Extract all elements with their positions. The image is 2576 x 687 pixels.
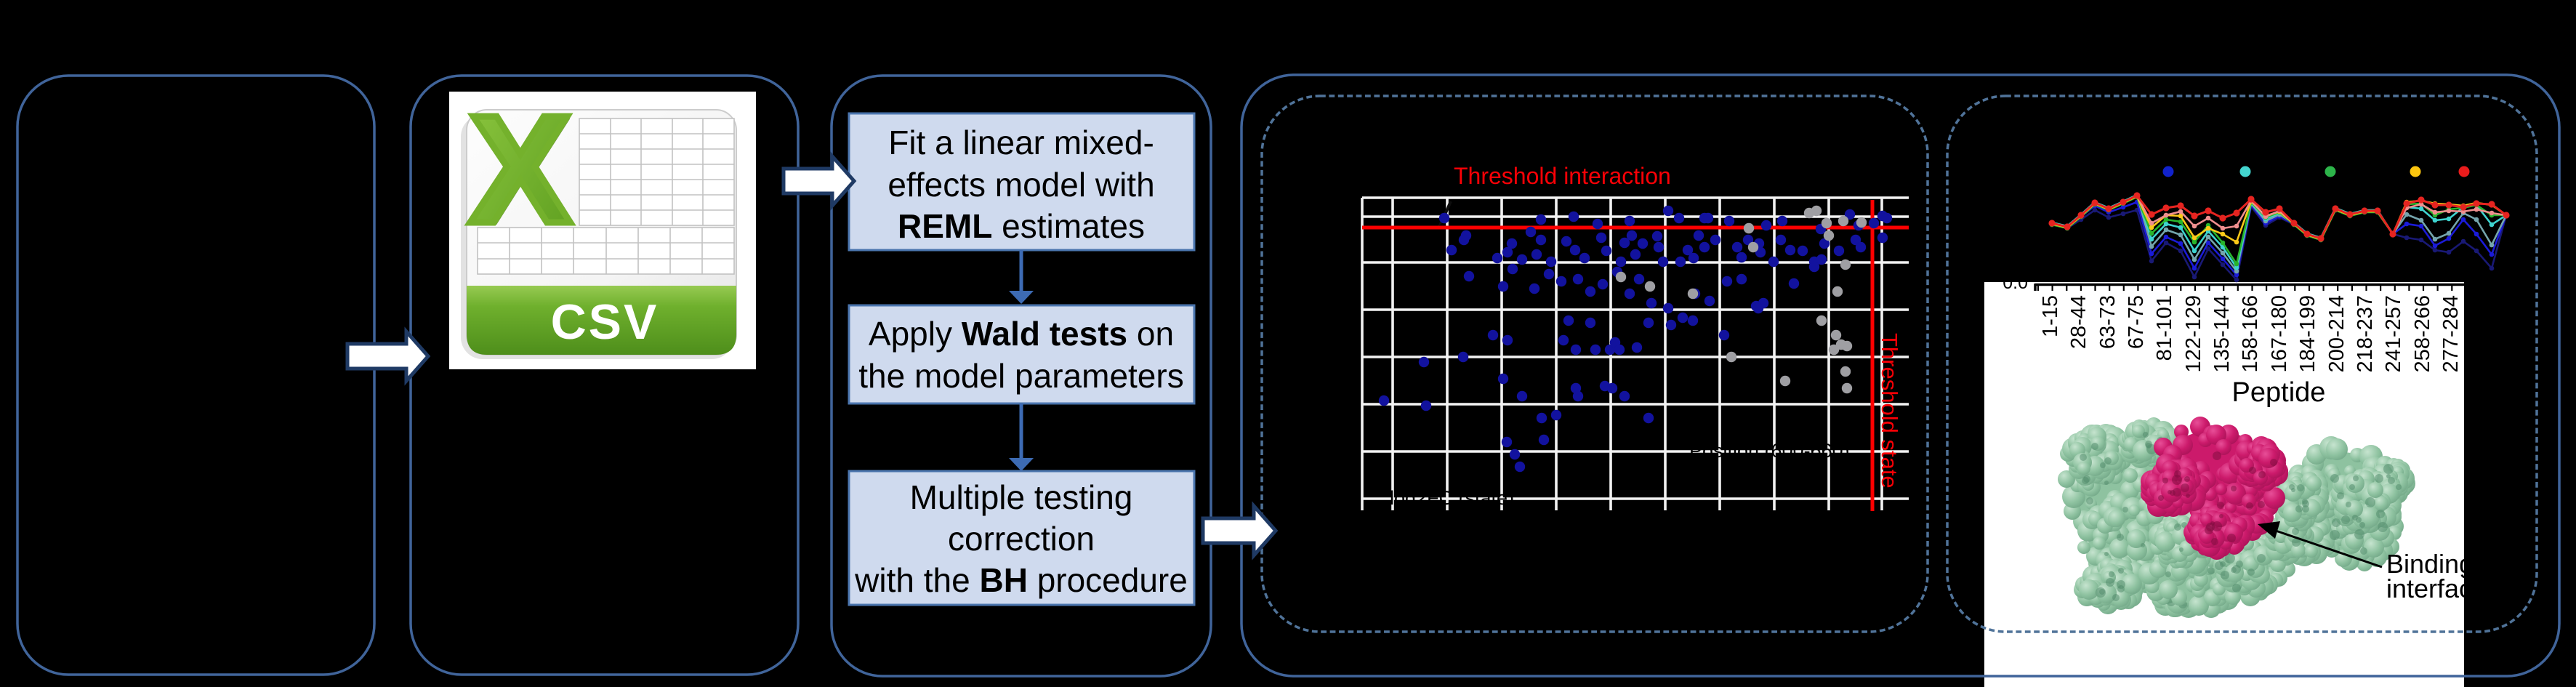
svg-text:0.0: 0.0 [2003, 273, 2028, 293]
svg-text:63-73: 63-73 [2096, 295, 2120, 349]
svg-text:1-15: 1-15 [2039, 295, 2062, 337]
svg-text:the model parameters: the model parameters [858, 357, 1183, 395]
svg-text:167-180: 167-180 [2268, 295, 2291, 372]
svg-text:Peptide: Peptide [2232, 377, 2326, 408]
svg-text:218-237: 218-237 [2354, 295, 2377, 372]
svg-text:CSV: CSV [551, 294, 659, 350]
svg-text:184-199: 184-199 [2296, 295, 2319, 372]
svg-text:277-284: 277-284 [2439, 295, 2463, 372]
svg-text:Fit a linear mixed-: Fit a linear mixed- [888, 124, 1154, 161]
svg-text:67-75: 67-75 [2125, 295, 2148, 349]
svg-text:Position (600-660): Position (600-660) [1689, 440, 1850, 462]
svg-text:135-144: 135-144 [2210, 295, 2234, 372]
svg-text:X: X [469, 83, 571, 255]
svg-text:241-257: 241-257 [2382, 295, 2405, 372]
svg-text:X: X [472, 85, 574, 257]
svg-text:28-44: 28-44 [2067, 295, 2090, 349]
svg-text:effects model with: effects model with [887, 166, 1154, 204]
svg-text:Threshold state: Threshold state [1877, 333, 1902, 489]
svg-text:log2FC (state): log2FC (state) [1390, 487, 1514, 509]
svg-text:Threshold interaction: Threshold interaction [1454, 163, 1671, 189]
svg-text:with the BH procedure: with the BH procedure [854, 561, 1188, 599]
svg-text:158-166: 158-166 [2239, 295, 2262, 372]
svg-text:Multiple testing: Multiple testing [910, 478, 1133, 516]
svg-text:258-266: 258-266 [2411, 295, 2434, 372]
svg-text:81-101: 81-101 [2153, 295, 2176, 361]
svg-text:200-214: 200-214 [2325, 295, 2348, 372]
svg-text:correction: correction [948, 520, 1095, 558]
svg-text:Apply Wald tests on: Apply Wald tests on [869, 315, 1174, 353]
svg-text:122-129: 122-129 [2182, 295, 2205, 372]
svg-text:interface: interface [2386, 574, 2487, 603]
svg-text:Binding: Binding [2386, 549, 2474, 579]
svg-text:REML estimates: REML estimates [898, 207, 1145, 245]
